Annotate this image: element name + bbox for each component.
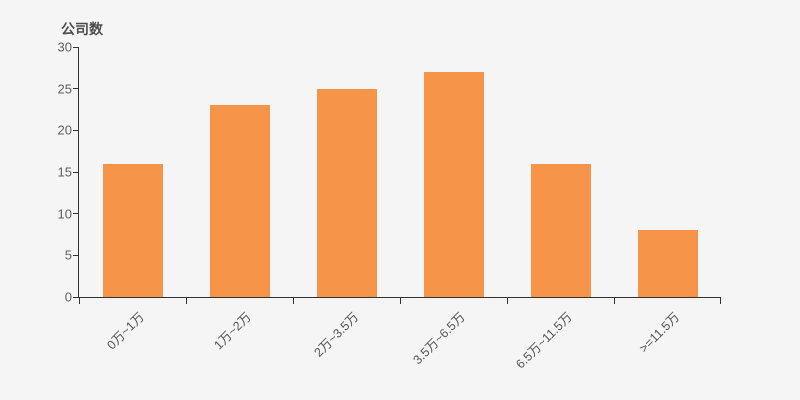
bar-1万~2万 [209, 105, 270, 297]
y-axis-label: 30 [57, 39, 72, 55]
x-axis-label: 2万~3.5万 [311, 309, 362, 360]
x-axis-label: 0万~1万 [104, 309, 148, 353]
bar-6.5万~11.5万 [530, 163, 591, 297]
y-axis-tick [73, 88, 79, 90]
plot-area: 0 5 10 15 20 25 30 0万~1万 1万~2万 2万~3.5万 3.5万~6.5万 6.… [58, 40, 721, 371]
x-axis-tick [507, 298, 508, 304]
y-axis-label: 5 [64, 247, 72, 263]
y-axis-tick [73, 296, 79, 298]
x-axis-tick [720, 298, 721, 304]
y-axis-label: 20 [57, 122, 72, 138]
y-axis-tick [73, 129, 79, 131]
chart-title: 公司数 [61, 21, 103, 37]
x-axis-label: 3.5万~6.5万 [410, 309, 469, 368]
x-axis-tick [186, 298, 187, 304]
y-axis-tick [73, 171, 79, 173]
y-axis-tick [73, 213, 79, 215]
x-axis-tick [293, 298, 294, 304]
y-axis-label: 25 [57, 81, 72, 97]
y-axis-tick [73, 254, 79, 256]
x-axis-label: >=11.5万 [636, 309, 683, 356]
bar-2万~3.5万 [316, 88, 377, 297]
x-axis-label: 6.5万~11.5万 [513, 309, 576, 372]
bar->=11.5万 [637, 230, 698, 297]
bar-3.5万~6.5万 [423, 72, 484, 297]
x-axis-tick [400, 298, 401, 304]
y-axis-label: 0 [64, 289, 72, 305]
y-axis-label: 10 [57, 206, 72, 222]
x-axis-tick [79, 298, 80, 304]
bar-0万~1万 [102, 163, 163, 297]
x-axis-tick [614, 298, 615, 304]
y-axis-tick [73, 46, 79, 48]
x-axis-label: 1万~2万 [211, 309, 255, 353]
y-axis-label: 15 [57, 164, 72, 180]
